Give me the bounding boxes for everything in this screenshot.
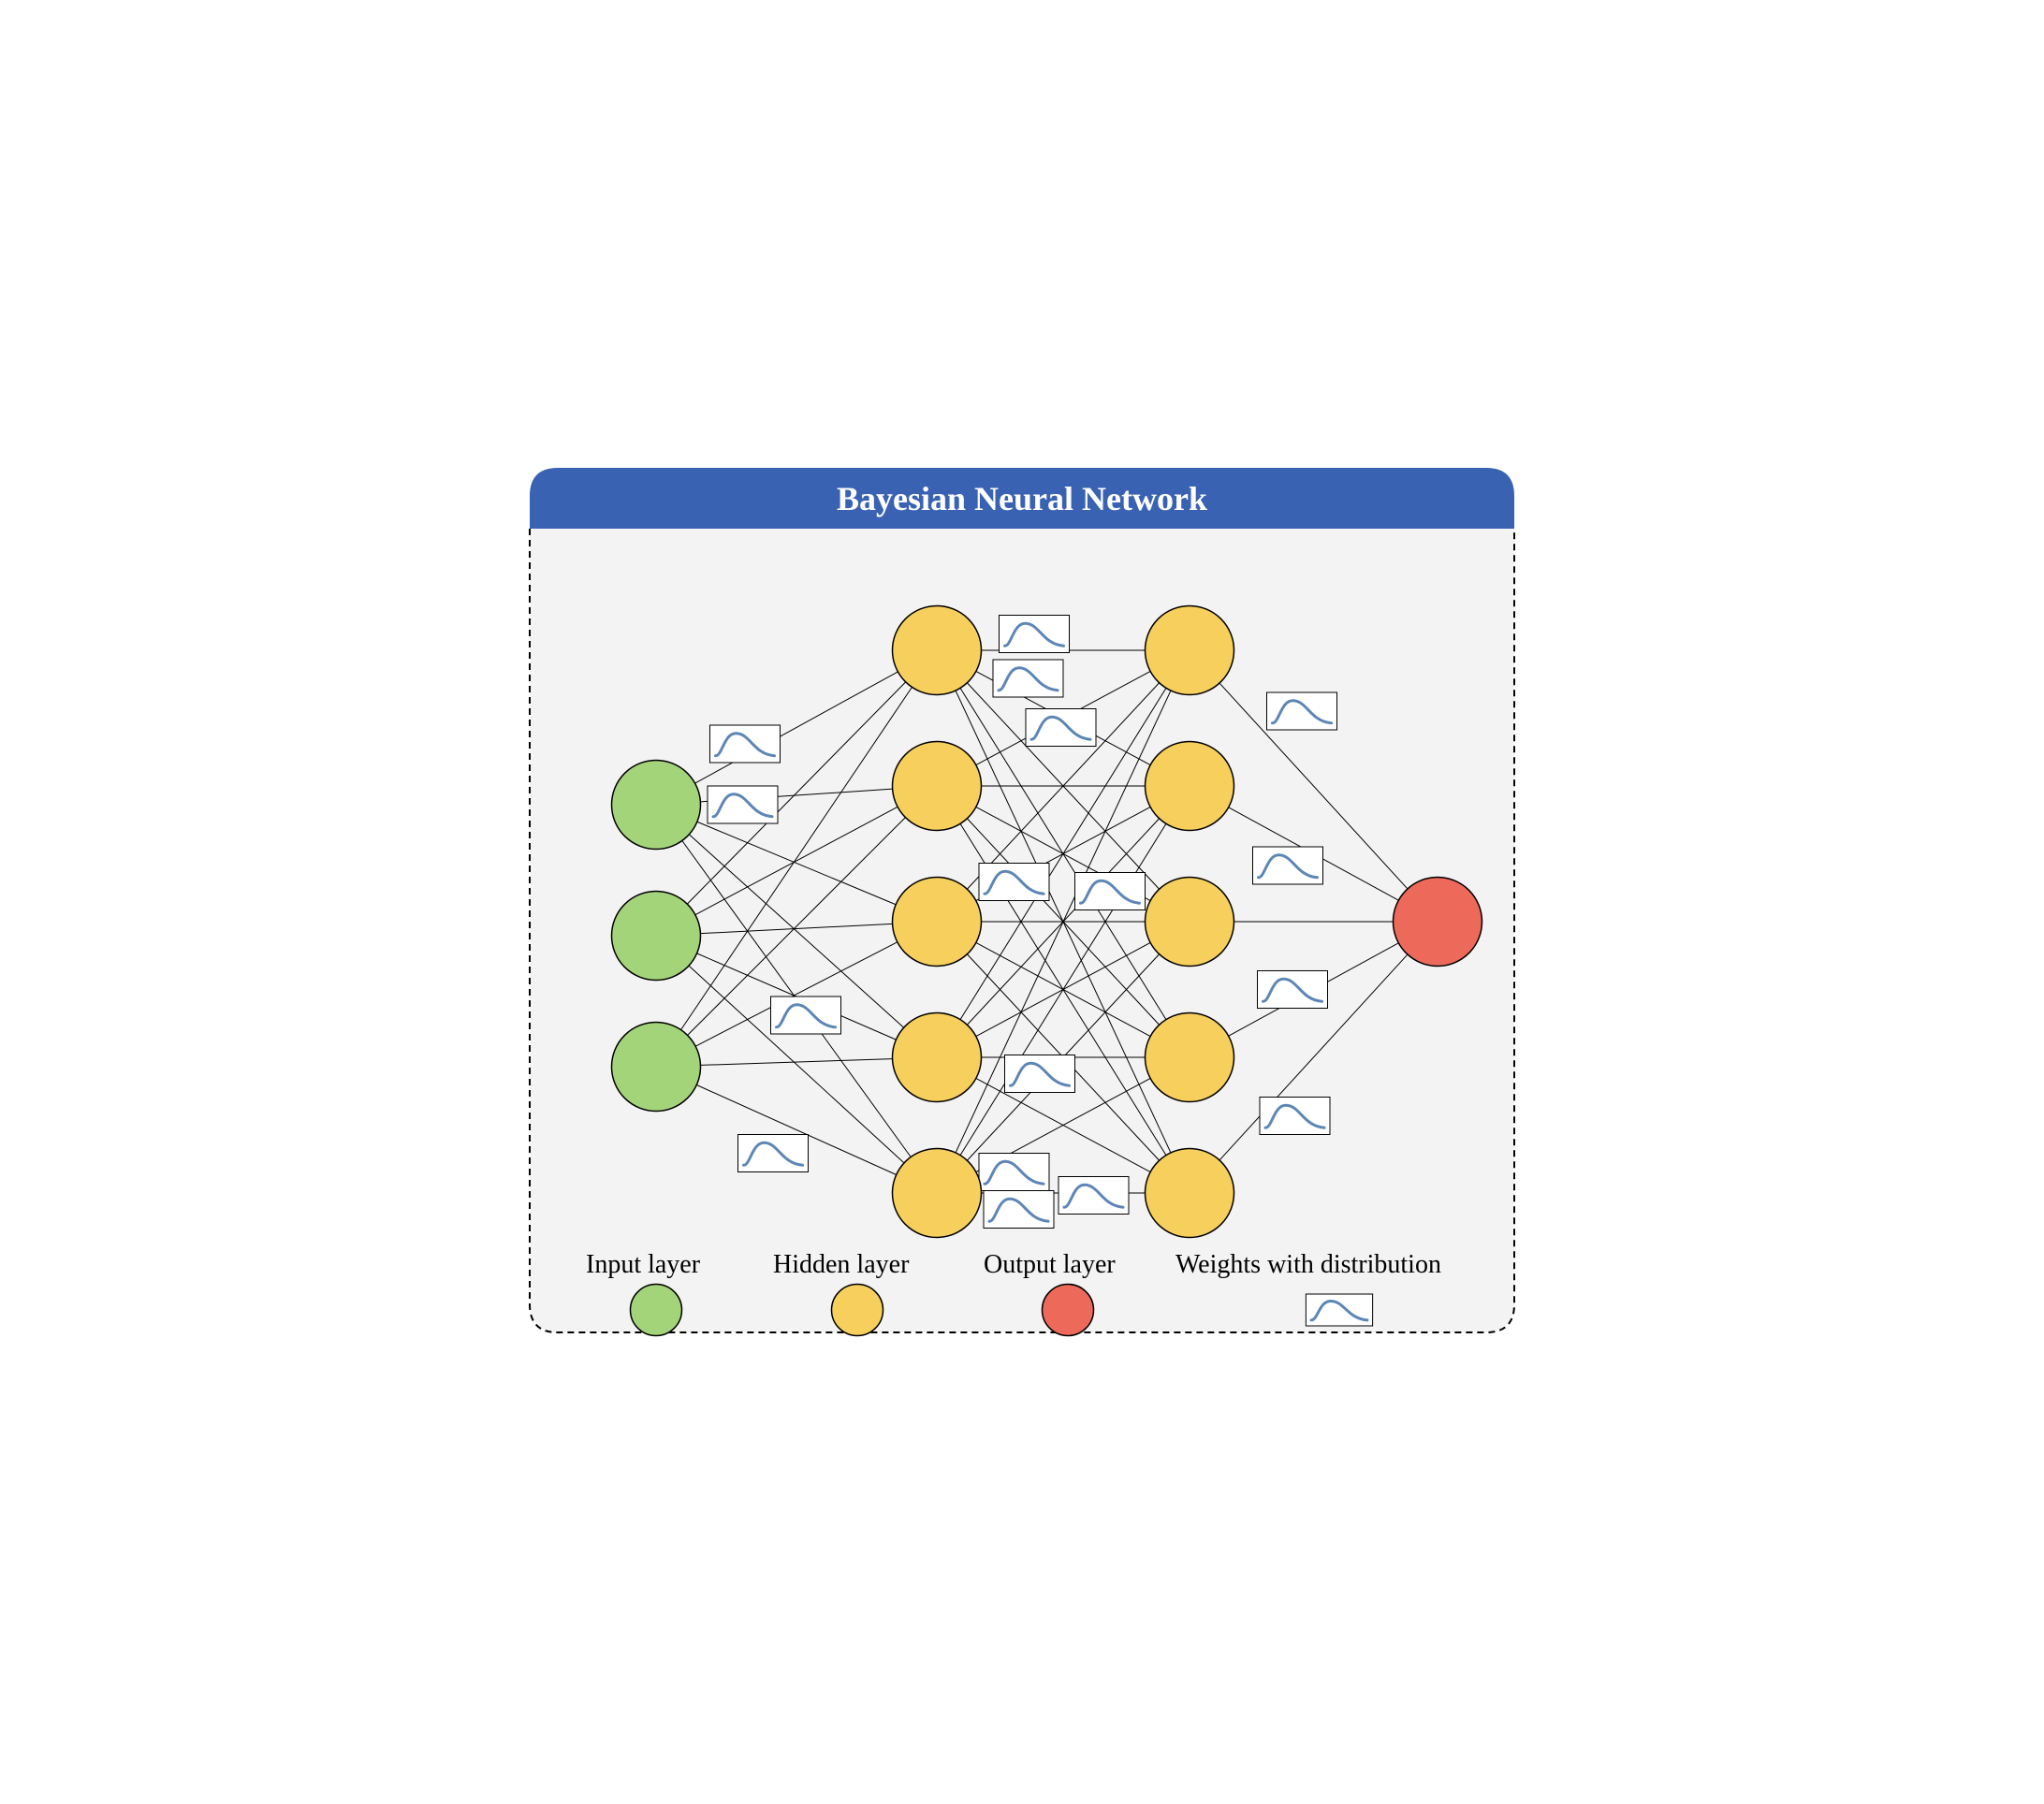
input-node [612,760,701,849]
distribution-icon [1253,847,1323,884]
legend-distribution-icon [1306,1294,1372,1326]
distribution-icon [1267,692,1337,730]
legend-label: Hidden layer [773,1250,910,1279]
hidden-node [893,741,982,830]
input-node [612,1022,701,1111]
legend-label: Input layer [586,1250,701,1279]
distribution-icon [1026,708,1096,746]
bnn-diagram: Bayesian Neural Network Input layer Hidden… [511,449,1533,1351]
legend-node-icon [832,1284,883,1335]
legend-node-icon [631,1284,682,1335]
hidden-node [893,877,982,966]
hidden-node [893,605,982,694]
distribution-icon [979,1153,1049,1190]
distribution-icon [710,725,781,763]
distribution-icon [979,863,1049,900]
distribution-icon [993,660,1063,697]
legend-label: Weights with distribution [1175,1250,1441,1279]
distribution-icon [1058,1176,1129,1214]
hidden-node [893,1148,982,1237]
distribution-icon [1075,872,1146,909]
distribution-icon [738,1134,809,1171]
hidden-node [1146,877,1234,966]
diagram-title: Bayesian Neural Network [837,480,1207,517]
legend-node-icon [1043,1284,1094,1335]
distribution-icon [1258,970,1328,1008]
hidden-node [1146,1012,1234,1101]
distribution-icon [1260,1097,1330,1134]
hidden-node [1146,741,1234,830]
legend-label: Output layer [984,1250,1116,1279]
diagram-container: Bayesian Neural Network Input layer Hidden… [511,449,1533,1356]
distribution-icon [1000,615,1070,652]
hidden-node [1146,605,1234,694]
distribution-icon [984,1190,1054,1228]
hidden-node [893,1012,982,1101]
distribution-icon [771,997,841,1034]
output-node [1394,877,1482,966]
distribution-icon [708,786,778,823]
input-node [612,891,701,980]
hidden-node [1146,1148,1234,1237]
distribution-icon [1005,1055,1075,1092]
